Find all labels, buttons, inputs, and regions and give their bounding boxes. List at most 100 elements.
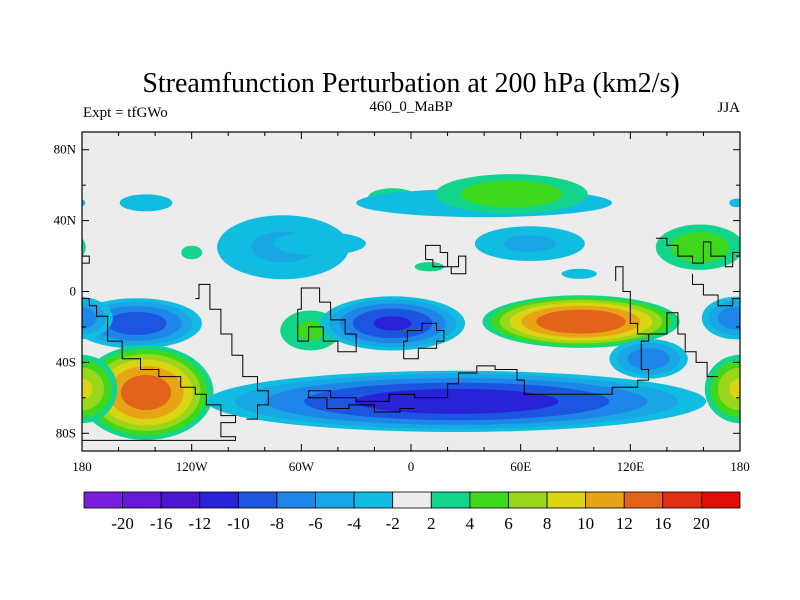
field-neg-SH-southern-ocean [207, 370, 707, 432]
colorbar-swatch-12 [546, 491, 587, 509]
colorbar-swatch-1 [122, 491, 162, 509]
contour-level-neg-SH-west-pacific-6 [82, 306, 97, 330]
colorbar-swatch-8 [392, 491, 432, 509]
colorbar-swatch-5 [276, 491, 316, 509]
contour-level-neg-SH-south-pacific-8 [107, 311, 167, 335]
x-tick-label-4: 60E [510, 459, 531, 474]
coastline-2 [82, 298, 236, 441]
contour-level-pos-SH-indian-ocean-12 [536, 309, 626, 334]
coastline-5 [308, 312, 719, 402]
field-neg-NH-north-pacific [119, 194, 173, 212]
colorbar-label-9: 4 [466, 514, 475, 533]
y-axis: 80N 40N 0 40S 80S [54, 142, 740, 440]
field-neg-SH-australia [609, 339, 688, 379]
colorbar-label-4: -8 [270, 514, 284, 533]
field-pos-SH-south-pacific [82, 345, 740, 440]
field-pos-NH-africa [414, 262, 444, 272]
y-tick-label-2: 0 [70, 284, 77, 299]
field-neg-SH-west-pacific [82, 296, 740, 340]
contour-level-neg-SH-southern-ocean-10 [354, 388, 559, 414]
contour-level-pos-SH-east-pacific-8 [729, 378, 740, 400]
field-pos-NH-east-asia [82, 224, 740, 270]
field-pos-NH-central-pacific [181, 245, 203, 260]
colorbar-label-5: -6 [308, 514, 322, 533]
colorbar-swatch-10 [469, 491, 509, 509]
colorbar-label-0: -20 [111, 514, 134, 533]
x-tick-label-6: 180 [730, 459, 750, 474]
experiment-label: Expt = tfGWo [83, 105, 168, 121]
field-neg-NH-europe [474, 226, 585, 261]
x-tick-label-0: 180 [72, 459, 92, 474]
colorbar-label-2: -12 [188, 514, 211, 533]
x-tick-label-2: 60W [289, 459, 315, 474]
x-tick-label-5: 120E [617, 459, 645, 474]
colorbar-swatch-6 [315, 491, 355, 509]
colorbar-swatch-15 [662, 491, 702, 509]
colorbar-label-14: 16 [654, 514, 671, 533]
contour-level-neg-SH-west-pacific-6 [717, 306, 740, 330]
coastline-4 [297, 287, 357, 353]
contour-level-pos-NH-central-pacific-2 [181, 245, 203, 260]
colorbar-swatch-16 [701, 491, 741, 509]
y-tick-label-3: 40S [56, 354, 76, 369]
contour-level-pos-SH-east-pacific-8 [82, 378, 93, 400]
chart-title: Streamfunction Perturbation at 200 hPa (… [142, 68, 679, 99]
colorbar-label-11: 8 [543, 514, 552, 533]
colorbar-swatch-9 [430, 491, 471, 509]
contour-level-pos-SH-south-america-4 [296, 320, 325, 341]
field-neg-NH-arabia [561, 268, 597, 279]
contour-level-pos-SH-east-pacific-6 [82, 367, 105, 411]
contour-level-neg-NH-far-east-2 [729, 198, 740, 208]
colorbar-label-12: 10 [577, 514, 594, 533]
x-axis: 180 120W 60W 0 60E 120E 180 [72, 132, 750, 474]
coastline-8 [403, 322, 445, 360]
contour-level-neg-NH-far-east-2 [82, 199, 86, 207]
colorbar-label-8: 2 [427, 514, 436, 533]
y-tick-label-4: 80S [56, 425, 76, 440]
contour-level-pos-SH-south-pacific-2 [736, 377, 740, 408]
colorbar-label-7: -2 [386, 514, 400, 533]
colorbar: -20 -16 -12 -10 -8 -6 -4 -2 2 4 6 8 10 12 16 20 [83, 491, 741, 533]
colorbar-label-1: -16 [150, 514, 173, 533]
x-tick-label-3: 0 [408, 459, 415, 474]
colorbar-swatch-7 [353, 491, 394, 509]
coastline-10 [655, 237, 740, 268]
season-label: JJA [717, 100, 740, 116]
contour-level-neg-SH-west-pacific-4 [82, 301, 106, 336]
coastline-7 [425, 244, 467, 275]
contour-level-neg-NH-arabia-2 [561, 268, 597, 279]
contour-level-neg-SH-south-atlantic-10 [373, 316, 412, 331]
contour-level-pos-NH-east-asia-2 [82, 237, 86, 257]
contour-fields [82, 174, 740, 440]
y-tick-label-1: 40N [54, 213, 77, 228]
field-pos-SH-east-pacific [82, 354, 740, 424]
colorbar-swatch-14 [623, 491, 664, 509]
contour-level-pos-NH-africa-2 [414, 262, 444, 272]
colorbar-label-10: 6 [504, 514, 513, 533]
field-neg-NH-east-pacific [273, 231, 366, 256]
contour-level-neg-NH-east-pacific-2 [273, 231, 366, 256]
x-tick-label-1: 120W [176, 459, 209, 474]
contour-level-pos-SH-south-pacific-12 [120, 374, 172, 411]
contour-level-pos-NH-eurasia-4 [460, 180, 563, 208]
field-pos-NH-eurasia [435, 174, 588, 214]
colorbar-label-13: 12 [616, 514, 633, 533]
colorbar-label-15: 20 [693, 514, 710, 533]
colorbar-swatch-3 [199, 491, 239, 509]
coastline-6 [308, 390, 415, 413]
contour-level-neg-NH-europe-4 [503, 235, 557, 252]
field-neg-SH-south-atlantic [320, 296, 466, 351]
field-neg-NH-far-east [82, 198, 740, 208]
colorbar-swatch-2 [160, 491, 201, 509]
coastline-3 [195, 283, 269, 420]
coastline-11 [692, 273, 740, 307]
contour-level-neg-SH-australia-6 [627, 348, 670, 370]
paleo-coastlines [82, 237, 740, 441]
coastline-9 [615, 266, 650, 342]
colorbar-label-6: -4 [347, 514, 362, 533]
colorbar-label-3: -10 [227, 514, 250, 533]
contour-level-neg-SH-south-pacific-4 [739, 319, 740, 328]
colorbar-swatch-11 [508, 491, 548, 509]
colorbar-swatch-13 [585, 491, 625, 509]
